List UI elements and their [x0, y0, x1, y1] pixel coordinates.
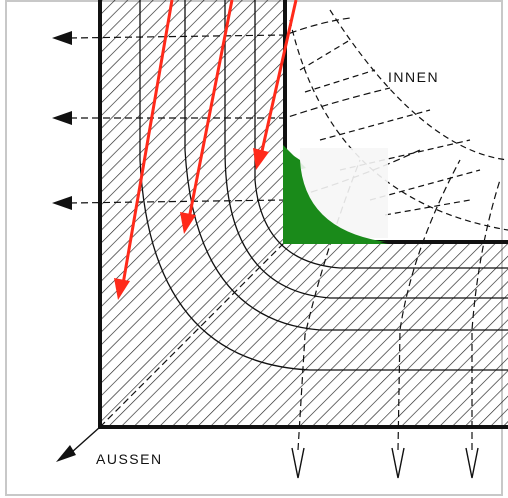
heat-flow-arrowheads [114, 148, 269, 300]
outer-label: AUSSEN [96, 451, 163, 467]
outer-corner-arrow-shaft [71, 426, 101, 453]
wall-cross-section [100, 0, 508, 427]
flux-lines-bottom [297, 159, 501, 451]
heat-flow-arrows [120, 0, 298, 291]
outward-arrows-left [52, 31, 72, 210]
outward-arrows-bottom [291, 447, 479, 479]
green-corner-shape [285, 150, 386, 242]
outer-corner-arrowhead [56, 445, 76, 462]
inner-label: INNEN [388, 69, 439, 85]
